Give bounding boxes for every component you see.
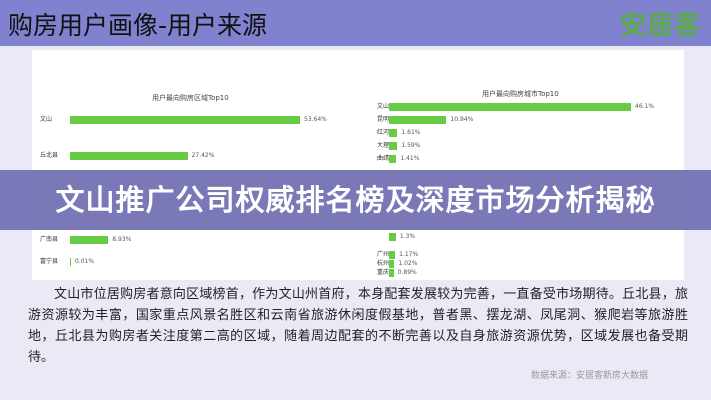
- value-label: 0.89%: [397, 269, 417, 276]
- value-label: 1.41%: [400, 155, 420, 162]
- bar: [389, 129, 398, 137]
- region-chart: 用户最向购房区域Top10 文山 53.64% 丘北县 27.42% 广南县 8.93% 富…: [32, 50, 352, 280]
- category-label: 文山: [40, 116, 53, 123]
- analysis-paragraph: 文山市位居购房者意向区域榜首，作为文山州首府，本身配套发展较为完善，一直备受市场…: [28, 287, 688, 365]
- bar: [70, 258, 71, 266]
- bar: [389, 251, 396, 259]
- bar: [389, 260, 395, 268]
- bar: [70, 116, 300, 124]
- page-title: 购房用户画像-用户来源: [8, 11, 268, 40]
- category-label: 广南县: [40, 236, 59, 243]
- bar: [70, 152, 188, 160]
- banner-title: 文山推广公司权威排名榜及深度市场分析揭秘: [55, 183, 656, 217]
- value-label: 46.1%: [635, 103, 655, 110]
- category-label: 丘北县: [40, 152, 59, 159]
- value-label: 27.42%: [191, 152, 215, 159]
- category-label: 文山: [377, 103, 390, 110]
- value-label: 0.01%: [75, 258, 95, 265]
- bar: [389, 103, 631, 111]
- value-label: 8.93%: [112, 236, 132, 243]
- value-label: 1.3%: [399, 233, 416, 240]
- data-source: 数据来源：安居客新房大数据: [530, 371, 648, 381]
- title-banner: 文山推广公司权威排名榜及深度市场分析揭秘: [0, 170, 711, 230]
- bar: [389, 269, 394, 277]
- value-label: 53.64%: [304, 116, 327, 123]
- bar: [70, 236, 109, 244]
- city-chart: 用户最向购房城市Top10 文山 46.1% 昆明 10.94% 红河 1.61% 大理 1.…: [357, 50, 684, 280]
- chart-title: 用户最向购房区域Top10: [152, 94, 229, 102]
- category-label: 曲靖: [377, 155, 390, 162]
- charts-panel: 用户最向购房区域Top10 文山 53.64% 丘北县 27.42% 广南县 8.93% 富…: [32, 50, 684, 280]
- category-label: 大理: [377, 142, 390, 149]
- category-label: 广州: [377, 251, 390, 258]
- chart-title: 用户最向购房城市Top10: [482, 90, 559, 98]
- category-label: 富宁县: [40, 258, 59, 265]
- category-label: 重庆: [377, 269, 390, 276]
- bar: [389, 116, 447, 124]
- bar: [389, 233, 396, 241]
- category-label: 杭州: [377, 260, 390, 267]
- value-label: 1.17%: [399, 251, 419, 258]
- value-label: 1.61%: [401, 129, 421, 136]
- analysis-section: 文山市位居购房者意向区域榜首，作为文山州首府，本身配套发展较为完善，一直备受市场…: [28, 284, 688, 382]
- bar: [389, 142, 398, 150]
- value-label: 10.94%: [450, 116, 474, 123]
- value-label: 1.59%: [401, 142, 421, 149]
- category-label: 红河: [377, 129, 390, 136]
- anjuke-logo: 安居客: [619, 11, 701, 41]
- value-label: 1.02%: [398, 260, 418, 267]
- header-bar: 购房用户画像-用户来源 安居客: [0, 0, 711, 46]
- bar: [389, 155, 397, 163]
- category-label: 昆明: [377, 116, 390, 123]
